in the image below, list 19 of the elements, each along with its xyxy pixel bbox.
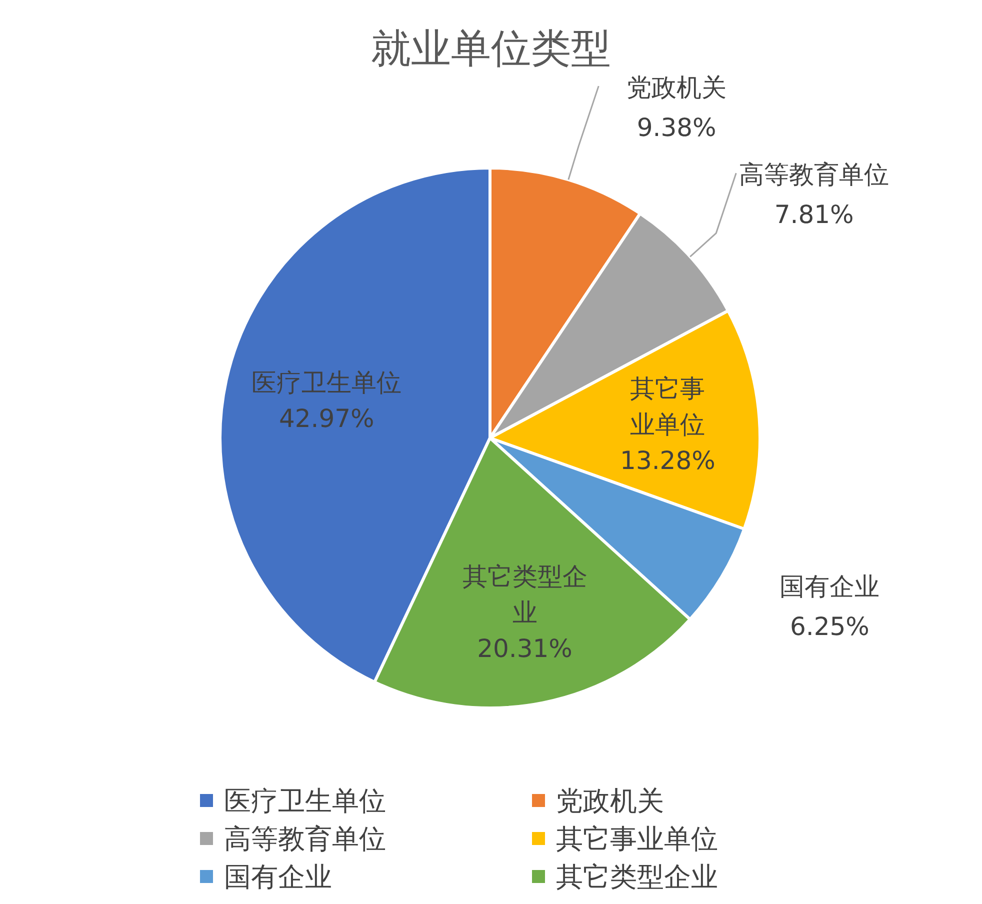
legend-label: 国有企业: [224, 862, 332, 893]
legend-label: 其它类型企业: [556, 862, 718, 893]
chart-title: 就业单位类型: [371, 26, 611, 72]
data-label: 7.81%: [774, 200, 854, 230]
data-label: 20.31%: [477, 632, 572, 665]
legend-label: 其它事业单位: [556, 824, 718, 855]
data-label: 42.97%: [278, 403, 374, 436]
slice-label: 其它事业单位: [629, 372, 706, 441]
legend-label: 党政机关: [556, 786, 664, 817]
slice-label: 其它类型企业: [461, 560, 588, 629]
data-label: 9.38%: [636, 113, 716, 142]
slice-label: 医疗卫生单位: [250, 367, 403, 400]
data-label: 13.28%: [620, 444, 715, 477]
legend-label: 高等教育单位: [224, 824, 386, 855]
legend-label: 医疗卫生单位: [224, 786, 386, 817]
slice-label: 国有企业: [780, 572, 880, 601]
slice-label: 高等教育单位: [739, 160, 890, 190]
slice-label: 党政机关: [626, 73, 727, 102]
data-label: 6.25%: [790, 612, 870, 641]
